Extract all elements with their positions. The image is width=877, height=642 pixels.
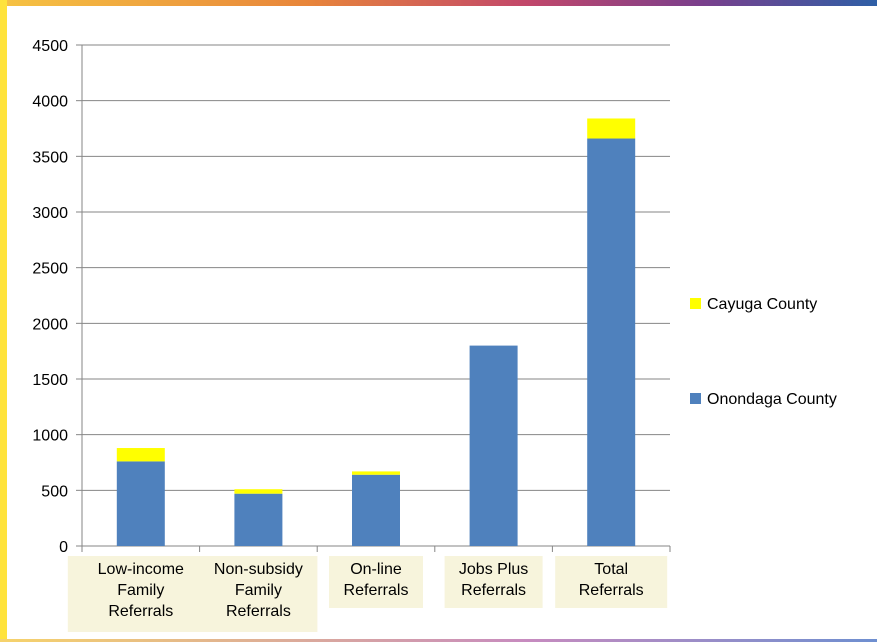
y-tick-label: 0: [59, 539, 68, 556]
y-tick-label: 4500: [32, 38, 68, 55]
category-label: Referrals: [226, 603, 291, 620]
y-tick-label: 1000: [32, 428, 68, 445]
y-tick-label: 3000: [32, 205, 68, 222]
y-tick-label: 1500: [32, 372, 68, 389]
y-tick-label: 4000: [32, 94, 68, 111]
bar-onondaga-county: [469, 345, 518, 546]
bar-onondaga-county: [234, 493, 283, 546]
category-label: Referrals: [461, 582, 526, 599]
category-label: Family: [235, 582, 282, 599]
category-label-box: [555, 556, 668, 608]
category-label: Referrals: [579, 582, 644, 599]
y-tick-label: 3500: [32, 149, 68, 166]
category-label-box: [329, 556, 423, 608]
category-label: Referrals: [344, 582, 409, 599]
left-accent-bar: [0, 0, 7, 642]
legend-swatch: [690, 298, 701, 309]
category-label: Non-subsidy: [214, 561, 303, 578]
bar-onondaga-county: [352, 474, 400, 546]
category-label: Low-income: [98, 561, 184, 578]
legend-swatch: [690, 393, 701, 404]
y-tick-label: 500: [41, 483, 68, 500]
legend-label: Cayuga County: [707, 296, 817, 313]
bar-cayuga-county: [352, 471, 400, 475]
bar-onondaga-county: [116, 461, 165, 546]
category-label: Referrals: [108, 603, 173, 620]
y-tick-label: 2000: [32, 316, 68, 333]
bar-cayuga-county: [234, 489, 283, 494]
category-label: On-line: [350, 561, 402, 578]
y-tick-label: 2500: [32, 261, 68, 278]
category-label-box: [67, 556, 214, 632]
top-accent-bar: [0, 0, 877, 6]
category-label: Family: [117, 582, 164, 599]
bottom-accent-line: [0, 639, 877, 642]
category-label-box: [444, 556, 543, 608]
category-label-box: [199, 556, 318, 632]
bar-onondaga-county: [587, 138, 636, 546]
legend-label: Onondaga County: [707, 391, 837, 408]
bar-cayuga-county: [116, 448, 165, 462]
category-label: Jobs Plus: [459, 561, 528, 578]
category-label: Total: [594, 561, 628, 578]
bar-cayuga-county: [587, 118, 636, 139]
